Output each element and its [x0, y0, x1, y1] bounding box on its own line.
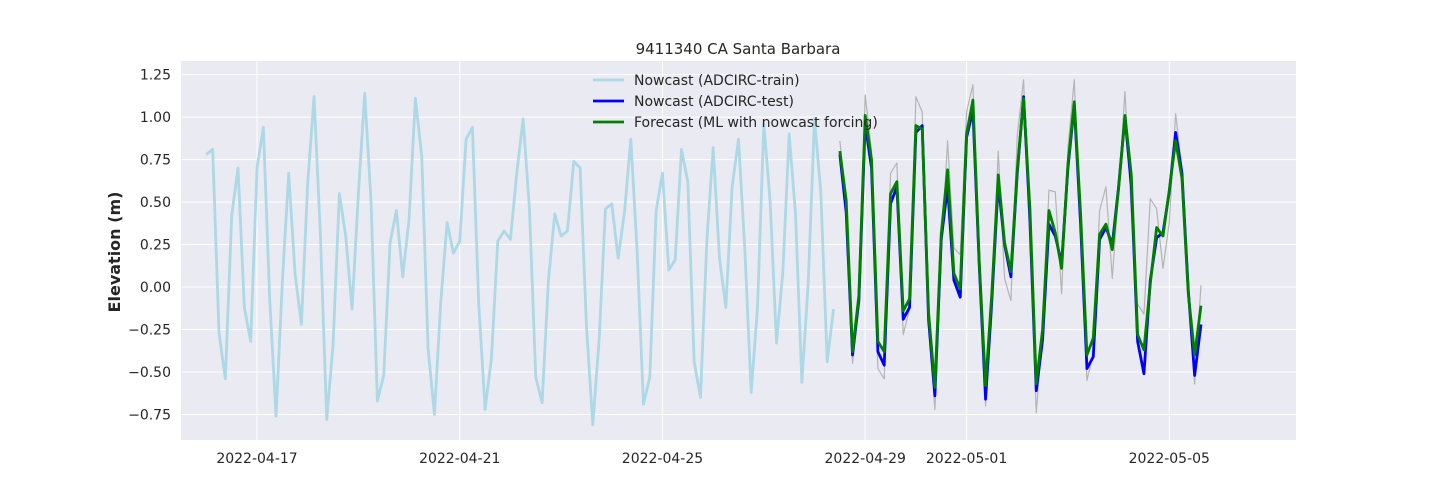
- y-tick-label: −0.25: [128, 323, 171, 339]
- y-axis-ticks: −0.75 −0.50 −0.25 0.00 0.25 0.50 0.75 1.00 1.25: [128, 68, 171, 424]
- x-tick-label: 2022-04-21: [419, 451, 500, 467]
- y-tick-label: 0.50: [140, 195, 171, 211]
- y-axis-label: Elevation (m): [105, 192, 124, 313]
- legend-label: Nowcast (ADCIRC-train): [634, 73, 800, 89]
- x-tick-label: 2022-04-29: [825, 451, 906, 467]
- series-line-forecast-ml-with-nowcast-forcing: [838, 96, 1203, 389]
- y-tick-label: 0.00: [140, 280, 171, 296]
- x-axis-ticks: 2022-04-17 2022-04-21 2022-04-25 2022-04-29…: [216, 451, 1210, 467]
- x-tick-label: 2022-05-05: [1129, 451, 1210, 467]
- series-layer: [205, 79, 1203, 427]
- x-tick-label: 2022-04-25: [622, 451, 703, 467]
- y-tick-label: 0.75: [140, 153, 171, 169]
- y-tick-label: −0.50: [128, 365, 171, 381]
- y-tick-label: −0.75: [128, 408, 171, 424]
- series-line-nowcast-adcirc-train: [205, 91, 835, 427]
- legend-label: Forecast (ML with nowcast forcing): [634, 115, 878, 131]
- y-tick-label: 0.25: [140, 238, 171, 254]
- x-tick-label: 2022-04-17: [216, 451, 297, 467]
- y-tick-label: 1.25: [140, 68, 171, 84]
- x-tick-label: 2022-05-01: [926, 451, 1007, 467]
- legend-label: Nowcast (ADCIRC-test): [634, 94, 794, 110]
- legend: Nowcast (ADCIRC-train) Nowcast (ADCIRC-te…: [593, 73, 878, 131]
- y-tick-label: 1.00: [140, 110, 171, 126]
- chart-title: 9411340 CA Santa Barbara: [636, 40, 841, 58]
